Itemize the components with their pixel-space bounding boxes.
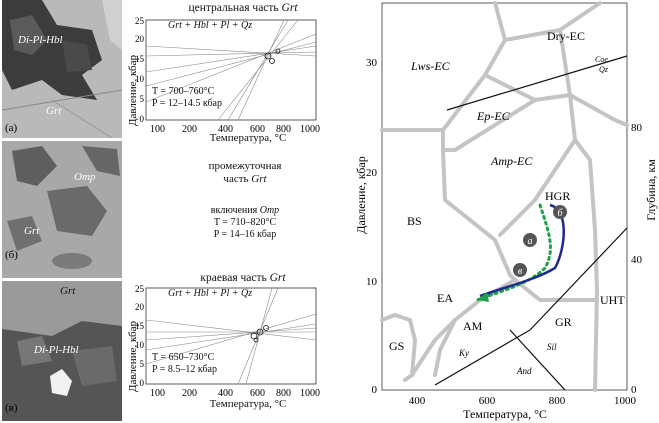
photo-panel-a: Di-Pl-Hbl Grt (а) xyxy=(2,0,122,138)
label-grt-a: Grt xyxy=(46,105,62,117)
middle-note-line1: промежуточная xyxy=(208,160,282,172)
pt-arrow-head xyxy=(477,292,489,302)
rock-photo-a xyxy=(2,0,122,138)
small-plot-bottom: 0 5 10 15 20 25 100 200 400 600 800 1000… xyxy=(128,284,320,399)
small-top-ytick-0: 0 xyxy=(140,114,145,124)
label-sil: Sil xyxy=(547,342,557,352)
small-bot-ytick-0: 0 xyxy=(140,378,145,388)
small-top-ytick-25: 25 xyxy=(135,16,145,26)
label-grt-b: Grt xyxy=(24,225,40,237)
label-bs: BS xyxy=(407,214,422,228)
y2tick-0: 0 xyxy=(631,384,637,396)
y2tick-40: 40 xyxy=(631,254,643,266)
small-top-ytick-20: 20 xyxy=(135,34,145,44)
small-bot-ylabel: Давление, кбар xyxy=(128,320,139,392)
label-and: And xyxy=(516,366,532,376)
small-top-xtick-100: 100 xyxy=(150,124,165,135)
small-plot-top: 0 5 10 15 20 25 100 200 400 600 800 1000… xyxy=(128,16,320,135)
label-omp-b: Omp xyxy=(74,171,96,183)
photo-label-c: (в) xyxy=(5,402,18,414)
ytick-30: 30 xyxy=(366,57,378,69)
small-bot-xtick-200: 200 xyxy=(182,388,197,399)
middle-note: промежуточная часть Grt xyxy=(155,160,335,186)
label-lws-ec: Lws-EC xyxy=(410,59,451,73)
label-di-pl-hbl-c: Di-Pl-Hbl xyxy=(34,344,79,356)
small-bot-xtick-800: 800 xyxy=(276,388,291,399)
small-bot-ytick-10: 10 xyxy=(135,340,145,350)
main-xlabel: Температура, °C xyxy=(463,407,547,421)
label-ky: Ky xyxy=(458,348,469,358)
xtick-1000: 1000 xyxy=(614,395,637,407)
photo-panel-b: Omp Grt (б) xyxy=(2,141,122,278)
small-top-ytick-5: 5 xyxy=(140,94,145,104)
pt-path-dotted xyxy=(475,203,552,302)
photo-label-a: (а) xyxy=(5,122,18,134)
small-bot-xlabel: Температура, °C xyxy=(209,398,287,410)
label-gr: GR xyxy=(555,315,572,329)
main-y2label: Глубина, км xyxy=(644,159,658,221)
label-qz: Qz xyxy=(599,65,609,74)
label-coe: Coe xyxy=(595,55,608,64)
middle-t: T = 710–820°C xyxy=(213,217,277,228)
label-gs: GS xyxy=(389,339,404,353)
label-ea: EA xyxy=(437,291,453,305)
small-bot-xtick-1000: 1000 xyxy=(300,388,320,399)
small-plot-bottom-title: краевая часть Grt xyxy=(200,272,286,284)
point-c: в xyxy=(513,263,527,277)
small-bot-ytick-20: 20 xyxy=(135,302,145,312)
label-hgr: HGR xyxy=(545,189,570,203)
svg-text:а: а xyxy=(528,236,533,247)
small-top-t: T = 700–760°C xyxy=(152,86,215,97)
xtick-800: 800 xyxy=(549,395,566,407)
label-dry-ec: Dry-EC xyxy=(547,29,585,43)
small-top-xtick-600: 600 xyxy=(250,124,265,135)
small-bot-t: T = 650–730°C xyxy=(152,352,215,363)
small-bot-ytick-5: 5 xyxy=(140,359,145,369)
small-bot-ytick-15: 15 xyxy=(135,321,145,331)
small-top-ytick-15: 15 xyxy=(135,54,145,64)
photo-label-b: (б) xyxy=(5,249,18,261)
point-b: б xyxy=(553,205,567,219)
label-amp-ec: Amp-EC xyxy=(490,154,533,168)
xtick-600: 600 xyxy=(479,395,496,407)
small-bot-p: P = 8.5–12 кбар xyxy=(152,364,217,375)
facies-diagram: Dry-EC Lws-EC Ep-EC Amp-EC HGR BS EA AM … xyxy=(355,1,658,421)
small-bot-reaction: Grt + Hbl + Pl + Qz xyxy=(168,288,253,299)
ytick-20: 20 xyxy=(366,167,378,179)
small-bot-xtick-100: 100 xyxy=(150,388,165,399)
label-uht: UHT xyxy=(600,293,625,307)
rock-photo-c xyxy=(2,281,122,421)
main-ylabel: Давление, кбар xyxy=(355,156,368,233)
middle-note-line2: часть Grt xyxy=(223,173,267,185)
photo-panel-c: Grt Di-Pl-Hbl (в) xyxy=(2,281,122,421)
small-top-reaction: Grt + Hbl + Pl + Qz xyxy=(168,20,253,31)
small-top-xtick-800: 800 xyxy=(276,124,291,135)
label-di-pl-hbl-a: Di-Pl-Hbl xyxy=(18,34,63,46)
small-top-ylabel: Давление, кбар xyxy=(128,54,139,126)
small-bot-xtick-400: 400 xyxy=(218,388,233,399)
y2tick-80: 80 xyxy=(631,122,643,134)
ytick-10: 10 xyxy=(366,276,378,288)
small-top-ytick-10: 10 xyxy=(135,74,145,84)
point-a: а xyxy=(523,233,537,247)
small-bot-ytick-25: 25 xyxy=(135,284,145,294)
small-bot-xtick-600: 600 xyxy=(250,388,265,399)
rock-photo-b xyxy=(2,141,122,278)
small-top-xlabel: Температура, °C xyxy=(209,132,287,144)
middle-p: P = 14–16 кбар xyxy=(213,229,277,240)
small-top-xtick-1000: 1000 xyxy=(300,124,320,135)
label-ep-ec: Ep-EC xyxy=(476,109,511,123)
small-top-xtick-200: 200 xyxy=(182,124,197,135)
ytick-0: 0 xyxy=(372,384,378,396)
label-grt-c: Grt xyxy=(60,285,76,297)
label-am: AM xyxy=(463,319,483,333)
svg-text:в: в xyxy=(518,266,523,277)
middle-incl: включения Omp T = 710–820°C P = 14–16 кб… xyxy=(155,205,335,241)
small-plot-top-title: центральная часть Grt xyxy=(188,2,298,14)
small-top-p: P = 12–14.5 кбар xyxy=(152,98,222,109)
svg-text:б: б xyxy=(557,208,563,219)
small-top-xtick-400: 400 xyxy=(218,124,233,135)
xtick-400: 400 xyxy=(409,395,426,407)
